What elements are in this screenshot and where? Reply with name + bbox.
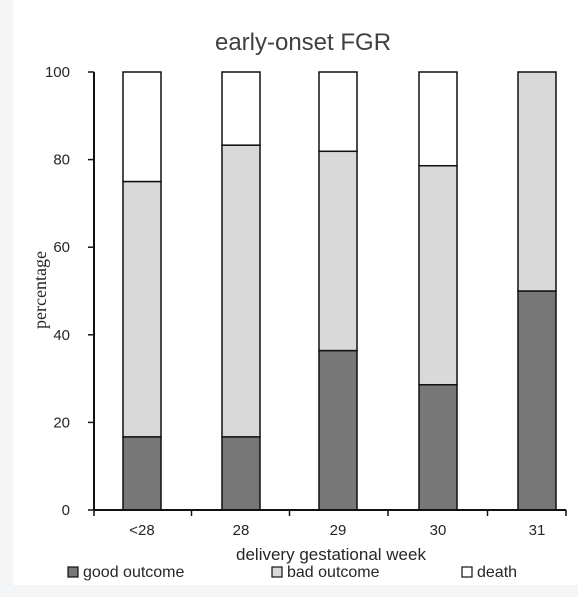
bar-segment-good-outcome-0 <box>122 436 162 511</box>
bar-segment-bad-outcome-0 <box>122 180 162 438</box>
bar-segment-death-2 <box>318 71 358 153</box>
chart-title: early-onset FGR <box>215 29 391 56</box>
y-tick-label: 40 <box>53 327 70 344</box>
x-tick-label: <28 <box>129 522 154 539</box>
legend: good outcome bad outcome death <box>67 564 517 581</box>
y-axis-label: percentage <box>30 251 50 329</box>
bar-segment-bad-outcome-1 <box>221 144 261 438</box>
legend-swatch-death <box>461 566 473 578</box>
axes-layer: 0 20 40 60 80 100 <28 28 29 30 31 <box>45 64 567 539</box>
bar-segment-bad-outcome-3 <box>418 164 458 386</box>
y-tick-label: 100 <box>45 64 70 81</box>
x-tick-label: 30 <box>430 522 447 539</box>
bar-segment-death-3 <box>418 71 458 167</box>
x-tick-label: 28 <box>233 522 250 539</box>
chart-background <box>13 0 578 585</box>
x-tick-label: 29 <box>330 522 347 539</box>
x-axis-label: delivery gestational week <box>236 545 426 564</box>
bar-segment-good-outcome-4 <box>517 290 557 511</box>
bar-segment-good-outcome-3 <box>418 383 458 511</box>
legend-label-good-outcome: good outcome <box>83 564 185 581</box>
bar-segment-good-outcome-2 <box>318 349 358 511</box>
bar-segment-death-1 <box>221 71 261 146</box>
y-tick-label: 20 <box>53 414 70 431</box>
x-tick-label: 31 <box>529 522 546 539</box>
y-tick-label: 60 <box>53 239 70 256</box>
bar-segment-bad-outcome-2 <box>318 150 358 352</box>
bar-segment-good-outcome-1 <box>221 436 261 511</box>
y-tick-label: 80 <box>53 152 70 169</box>
legend-label-bad-outcome: bad outcome <box>287 564 380 581</box>
bars-layer <box>122 71 557 511</box>
bar-segment-bad-outcome-4 <box>517 71 557 292</box>
y-tick-label: 0 <box>62 502 70 519</box>
legend-swatch-good-outcome <box>67 566 79 578</box>
legend-swatch-bad-outcome <box>271 566 283 578</box>
legend-label-death: death <box>477 564 517 581</box>
bar-segment-death-0 <box>122 71 162 183</box>
